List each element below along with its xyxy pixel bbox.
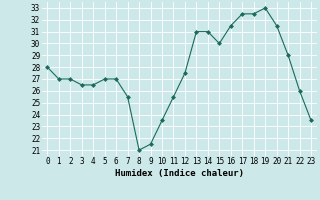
X-axis label: Humidex (Indice chaleur): Humidex (Indice chaleur) [115, 169, 244, 178]
